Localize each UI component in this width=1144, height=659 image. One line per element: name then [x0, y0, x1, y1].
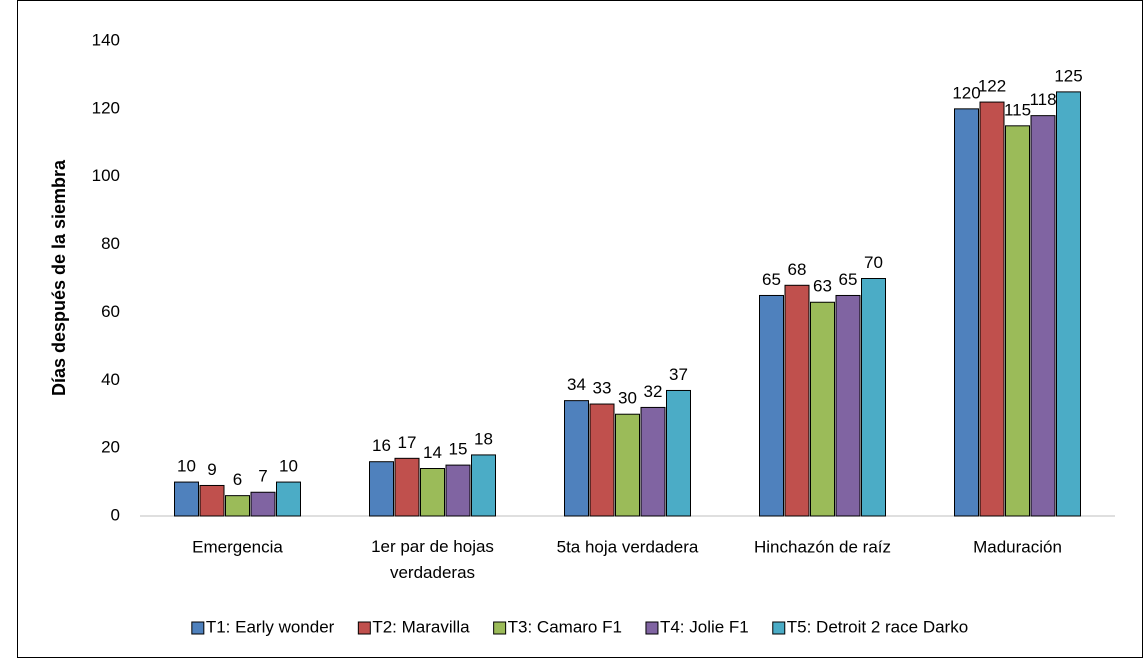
x-tick-label-line: verdaderas [390, 563, 475, 582]
legend-label: T1: Early wonder [206, 617, 335, 636]
x-tick-label: Hinchazón de raíz [754, 537, 891, 556]
y-tick-label: 60 [101, 302, 120, 321]
bar [1030, 115, 1056, 517]
legend-swatch [772, 621, 786, 635]
y-tick-label: 100 [92, 166, 120, 185]
data-label: 15 [449, 440, 468, 459]
data-label: 33 [593, 379, 612, 398]
y-tick-label: 120 [92, 98, 120, 117]
bar [954, 108, 979, 517]
bar [276, 481, 301, 517]
bar [471, 454, 496, 517]
data-label: 10 [177, 457, 196, 476]
y-tick-label: 40 [101, 370, 120, 389]
bar [420, 468, 445, 517]
bar [225, 495, 250, 517]
data-label: 120 [952, 83, 980, 102]
y-tick-label: 140 [92, 30, 120, 49]
data-label: 125 [1054, 66, 1082, 85]
data-label: 17 [398, 433, 417, 452]
data-label: 65 [762, 270, 781, 289]
legend-label: T4: Jolie F1 [660, 617, 749, 636]
bar [174, 481, 199, 517]
bar [979, 101, 1005, 517]
legend-swatch [357, 621, 371, 635]
legend-label: T2: Maravilla [372, 617, 470, 636]
data-label: 16 [372, 436, 391, 455]
data-label: 9 [207, 460, 216, 479]
data-label: 115 [1004, 100, 1031, 119]
data-label: 7 [258, 467, 267, 486]
bar [1005, 125, 1030, 517]
legend-item: T1: Early wonder [191, 617, 335, 636]
data-label: 30 [618, 389, 637, 408]
legend-item: T2: Maravilla [357, 617, 470, 636]
bar [784, 284, 810, 517]
data-label: 6 [233, 470, 242, 489]
data-label: 10 [279, 457, 298, 476]
bar [564, 400, 589, 517]
data-label: 70 [864, 253, 883, 272]
bar [615, 413, 640, 517]
legend-item: T3: Camaro F1 [493, 617, 622, 636]
data-label: 34 [567, 375, 586, 394]
data-label: 122 [978, 77, 1006, 96]
bar [666, 389, 691, 517]
legend-swatch [493, 621, 507, 635]
bar [394, 457, 420, 517]
legend-item: T4: Jolie F1 [645, 617, 749, 636]
legend-label: T5: Detroit 2 race Darko [787, 617, 968, 636]
data-label: 37 [669, 365, 688, 384]
y-tick-label: 20 [101, 438, 120, 457]
legend-label: T3: Camaro F1 [508, 617, 622, 636]
data-label: 68 [788, 260, 807, 279]
x-tick-label: Emergencia [192, 537, 283, 556]
x-tick-label: 1er par de hojas verdaderas [371, 537, 494, 582]
x-tick-label: Maduración [973, 537, 1062, 556]
bar [1056, 91, 1081, 517]
data-label: 63 [813, 277, 832, 296]
bar [835, 294, 861, 517]
bar [589, 403, 615, 517]
y-axis-title: Días después de la siembra [49, 159, 69, 396]
bar [445, 464, 471, 517]
x-tick-label: 5ta hoja verdadera [557, 537, 699, 556]
legend-swatch [191, 621, 205, 635]
data-label: 14 [423, 443, 442, 462]
bar [810, 301, 835, 517]
bar [759, 294, 784, 517]
data-label: 18 [474, 429, 493, 448]
data-label: 65 [839, 270, 858, 289]
y-tick-label: 0 [111, 505, 120, 524]
bar [199, 484, 225, 517]
legend-item: T5: Detroit 2 race Darko [772, 617, 968, 636]
data-label: 118 [1029, 90, 1056, 109]
bar [250, 491, 276, 517]
bar [369, 461, 394, 517]
data-label: 32 [644, 382, 663, 401]
legend-swatch [645, 621, 659, 635]
bar [861, 278, 886, 517]
x-tick-label-line: 1er par de hojas [371, 537, 494, 556]
y-tick-label: 80 [101, 234, 120, 253]
bar [640, 406, 666, 517]
